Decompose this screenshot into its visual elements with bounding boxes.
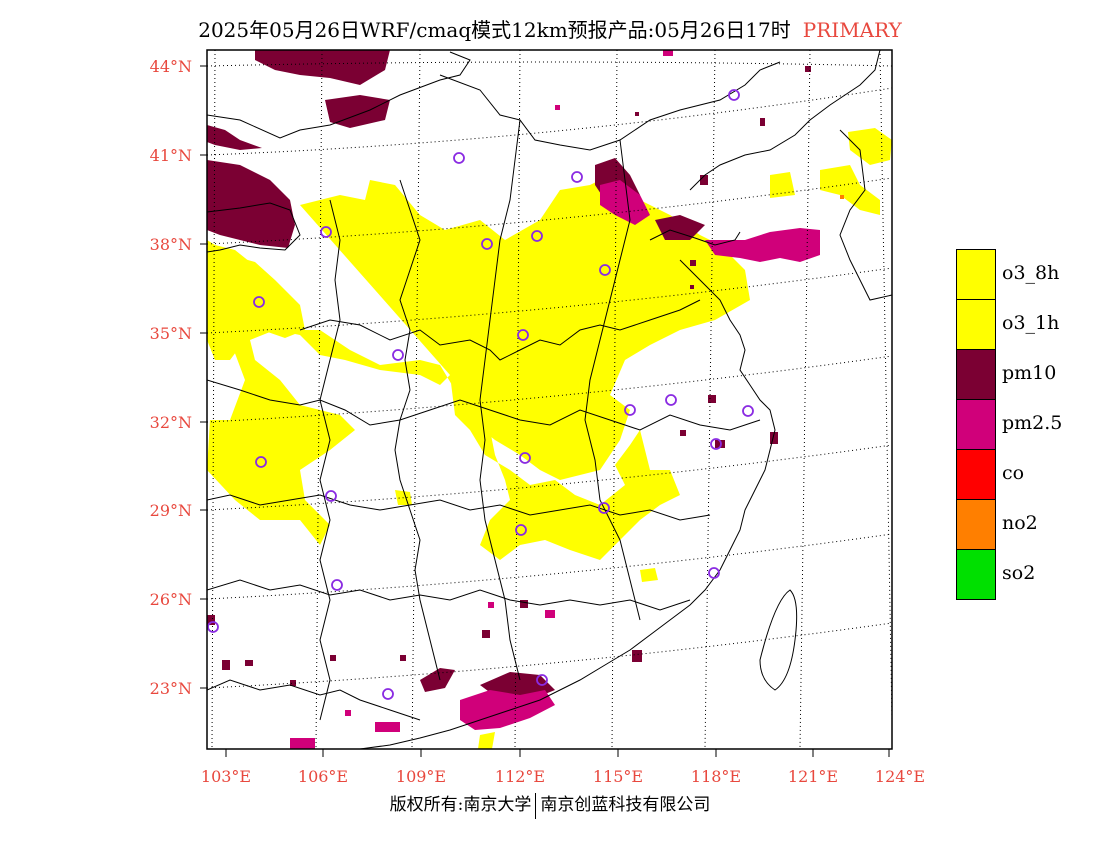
pm10-region-guangdong [420,668,555,700]
lat-label-23: 23°N [150,679,192,698]
admin-borders [207,50,892,749]
legend-label-pm25: pm2.5 [1002,412,1063,434]
o3-region-north [207,175,750,560]
legend-item-so2: so2 [956,549,1096,600]
lon-axis: 103°E 106°E 109°E 112°E 115°E 118°E 121°… [201,749,925,786]
lat-label-26: 26°N [150,590,192,609]
lat-axis: 44°N 41°N 38°N 35°N 32°N 29°N 26°N 23°N [150,57,207,698]
legend-label-co: co [1002,462,1025,484]
legend-label-no2: no2 [1002,512,1038,534]
legend-item-co: co [956,449,1096,500]
legend-label-so2: so2 [1002,562,1036,584]
legend-swatch-co [956,449,996,500]
lon-label-121: 121°E [788,767,838,786]
pollutant-legend: o3_8h o3_1h pm10 pm2.5 co no2 so2 [956,249,1096,600]
copyright-owner: 版权所有:南京大学 [389,795,532,815]
legend-swatch-so2 [956,549,996,600]
lon-label-118: 118°E [691,767,741,786]
legend-item-pm25: pm2.5 [956,399,1096,450]
legend-item-pm10: pm10 [956,349,1096,400]
pm25-region-beijing [600,180,650,225]
lat-label-44: 44°N [150,57,192,76]
legend-swatch-o3-1h [956,299,996,350]
lon-label-115: 115°E [593,767,643,786]
legend-label-o3-1h: o3_1h [1002,312,1060,334]
station-markers [207,89,754,700]
o3-region-west [207,250,305,360]
legend-swatch-pm25 [956,399,996,450]
lat-label-38: 38°N [150,235,192,254]
pollutant-layer [207,50,892,749]
pm10-region-mongolia [207,50,390,150]
lon-label-103: 103°E [201,767,251,786]
lat-label-41: 41°N [150,146,192,165]
pm10-region-northchina [595,158,705,240]
legend-item-o3-8h: o3_8h [956,249,1096,300]
lat-label-32: 32°N [150,413,192,432]
legend-swatch-o3-8h [956,249,996,300]
pm25-region-pearl [290,690,555,749]
pm25-region-bohai [705,228,820,262]
o3-region-northeast [770,128,892,215]
title-text: 2025年05月26日WRF/cmaq模式12km预报产品:05月26日17时 [198,18,791,42]
legend-swatch-no2 [956,499,996,550]
pm10-region-northwest [207,160,295,248]
legend-swatch-pm10 [956,349,996,400]
footer-divider [535,792,537,819]
legend-item-o3-1h: o3_1h [956,299,1096,350]
legend-item-no2: no2 [956,499,1096,550]
lon-label-124: 124°E [875,767,925,786]
pollution-specks [207,50,844,716]
lon-label-109: 109°E [396,767,446,786]
map-title: 2025年05月26日WRF/cmaq模式12km预报产品:05月26日17时 P… [0,14,1100,43]
lon-label-112: 112°E [495,767,545,786]
primary-badge: PRIMARY [802,18,902,42]
graticule [207,50,892,749]
copyright-company: 南京创蓝科技有限公司 [540,795,711,815]
legend-label-pm10: pm10 [1002,362,1057,384]
lat-label-29: 29°N [150,501,192,520]
legend-label-o3-8h: o3_8h [1002,262,1060,284]
lat-label-35: 35°N [150,324,192,343]
copyright-footer: 版权所有:南京大学 南京创蓝科技有限公司 [0,790,1100,819]
lon-label-106: 106°E [298,767,348,786]
map-frame [206,49,893,750]
